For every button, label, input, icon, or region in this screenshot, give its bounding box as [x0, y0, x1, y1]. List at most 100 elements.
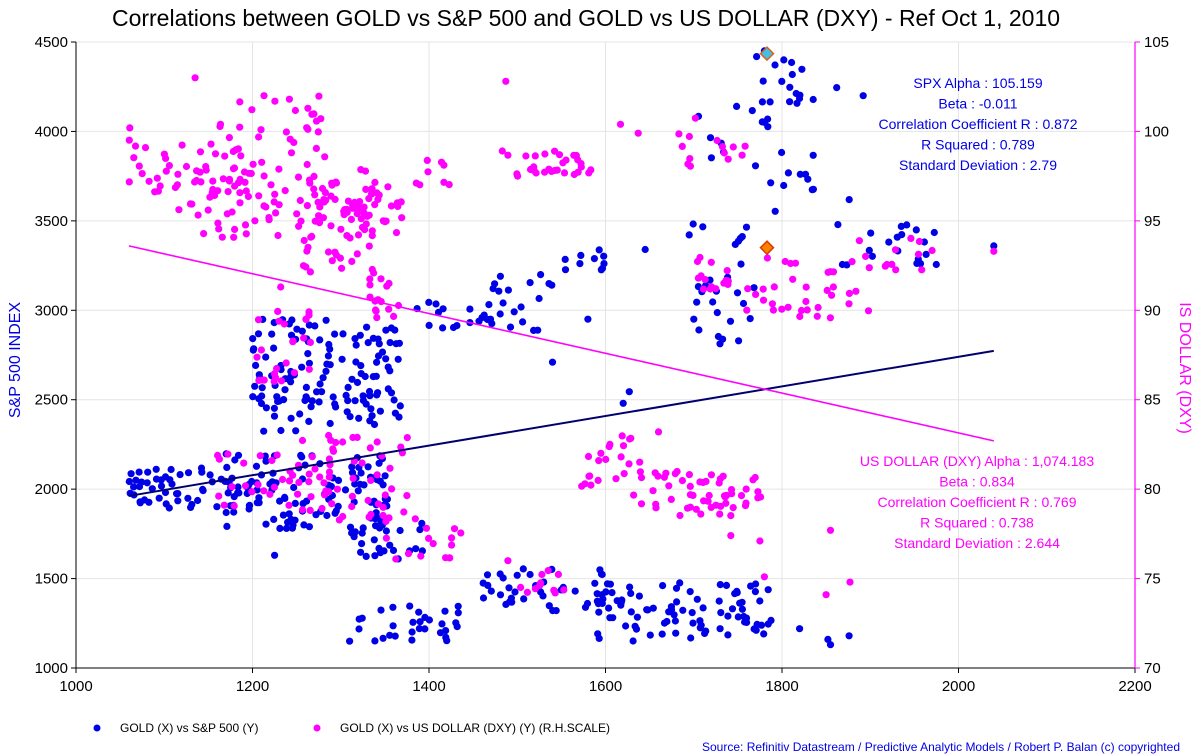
data-point — [855, 237, 864, 245]
data-point — [296, 410, 304, 418]
data-point — [865, 264, 873, 272]
data-point — [737, 492, 746, 500]
data-point — [155, 494, 163, 502]
data-point — [789, 275, 797, 283]
data-point — [339, 438, 347, 446]
data-point — [548, 281, 556, 289]
data-point — [439, 324, 447, 332]
data-point — [361, 226, 369, 234]
data-point — [293, 210, 301, 218]
data-point — [826, 526, 835, 534]
data-point — [739, 299, 748, 308]
data-point — [577, 251, 585, 259]
data-point — [207, 140, 215, 148]
y-tick-label: 2000 — [35, 481, 68, 498]
data-point — [358, 459, 366, 467]
data-point — [672, 584, 681, 592]
data-point — [885, 238, 893, 246]
data-point — [339, 512, 347, 521]
stat-line: Beta : -0.011 — [938, 96, 1017, 112]
data-point — [391, 409, 399, 417]
data-point — [305, 365, 313, 373]
data-point — [294, 173, 303, 181]
data-point — [357, 548, 365, 556]
data-point — [635, 592, 644, 600]
data-point — [390, 396, 398, 404]
data-point — [225, 134, 233, 142]
data-point — [709, 298, 717, 306]
data-point — [391, 632, 399, 640]
data-point — [425, 534, 433, 543]
data-point — [281, 386, 289, 394]
data-point — [364, 463, 372, 471]
data-point — [379, 511, 387, 520]
data-point — [446, 554, 454, 562]
data-point — [372, 307, 380, 315]
data-point — [379, 481, 387, 489]
data-point — [605, 604, 613, 612]
data-point — [454, 602, 462, 610]
data-point — [608, 589, 616, 597]
data-point — [289, 337, 297, 345]
data-point — [376, 407, 384, 415]
data-point — [270, 412, 279, 420]
data-point — [230, 508, 238, 516]
data-point — [769, 306, 778, 314]
data-point — [742, 223, 751, 231]
data-point — [311, 465, 319, 473]
data-point — [824, 635, 832, 644]
data-point — [742, 485, 750, 493]
data-point — [784, 303, 792, 311]
data-point — [724, 612, 732, 620]
data-point — [268, 456, 276, 465]
data-point — [368, 185, 376, 193]
stat-line: Correlation Coefficient R : 0.872 — [879, 116, 1078, 132]
data-point — [848, 258, 856, 266]
data-point — [394, 355, 402, 363]
data-point — [321, 491, 329, 499]
data-point — [168, 480, 176, 488]
data-point — [337, 225, 345, 233]
y2-tick-label: 90 — [1144, 302, 1161, 319]
data-point — [304, 125, 312, 133]
data-point — [260, 487, 268, 495]
data-point — [560, 586, 568, 594]
data-point — [583, 599, 592, 608]
data-point — [753, 53, 761, 61]
data-point — [550, 586, 558, 594]
data-point — [913, 259, 921, 267]
dxy-stats-annotation: US DOLLAR (DXY) Alpha : 1,074.183 Beta : … — [860, 453, 1094, 551]
data-point — [334, 476, 343, 484]
data-point — [274, 307, 282, 315]
data-point — [591, 579, 599, 587]
data-point — [348, 529, 356, 537]
data-point — [754, 494, 762, 502]
data-point — [324, 352, 332, 360]
data-point — [329, 447, 338, 455]
data-point — [537, 588, 545, 596]
data-point — [258, 392, 266, 400]
data-point — [735, 337, 743, 345]
x-tick-label: 1200 — [236, 678, 269, 695]
data-point — [479, 594, 488, 602]
data-point — [802, 283, 810, 291]
data-point — [319, 374, 327, 382]
data-point — [672, 629, 680, 637]
data-point — [290, 369, 298, 377]
source-note: Source: Refinitiv Datastream / Predictiv… — [702, 740, 1180, 754]
data-point — [903, 221, 911, 229]
data-point — [771, 61, 779, 69]
data-point — [242, 230, 250, 238]
data-point — [237, 152, 245, 160]
data-point — [303, 497, 311, 505]
data-point — [418, 519, 426, 528]
data-point — [130, 154, 138, 162]
data-point — [859, 92, 867, 100]
data-point — [141, 144, 150, 152]
data-point — [368, 265, 376, 274]
data-point — [595, 457, 603, 465]
data-point — [826, 314, 835, 322]
data-point — [281, 187, 289, 195]
data-point — [231, 225, 239, 233]
